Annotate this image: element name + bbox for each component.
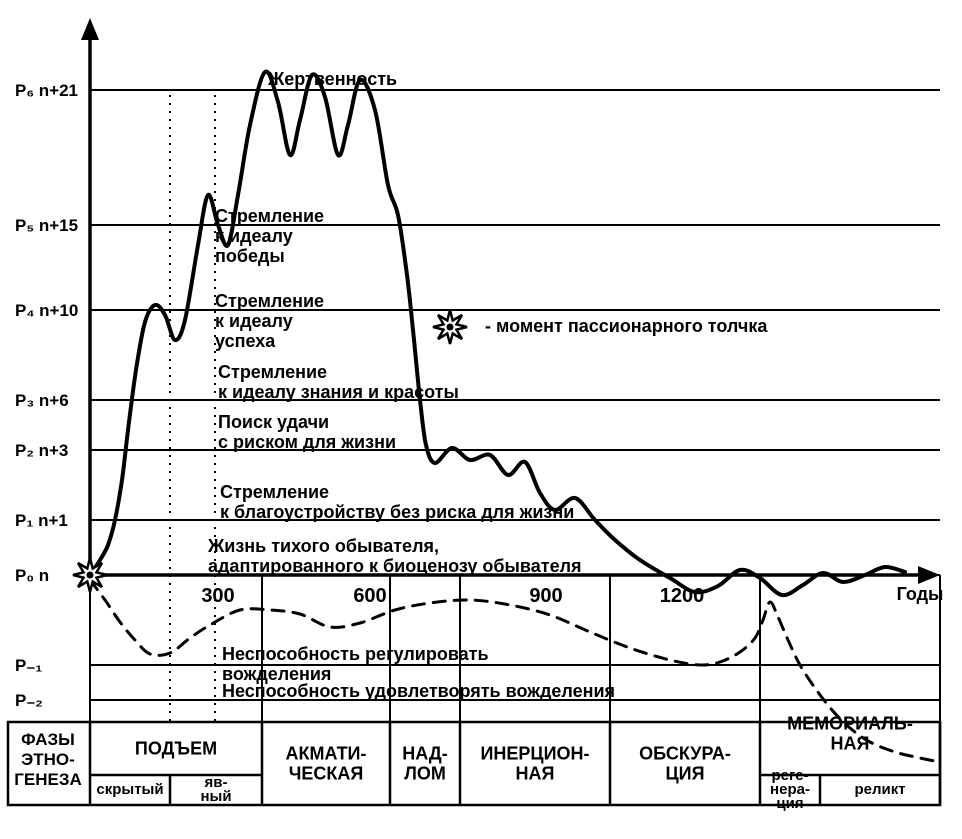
level-text-P5-2: победы <box>215 246 285 266</box>
origin-star-icon-dot <box>87 572 94 579</box>
level-text-P4-2: успеха <box>215 331 276 351</box>
svg-text:ция: ция <box>776 795 803 812</box>
x-tick-600: 600 <box>353 585 386 607</box>
svg-text:ГЕНЕЗА: ГЕНЕЗА <box>14 770 82 789</box>
svg-text:реликт: реликт <box>854 781 905 798</box>
x-tick-1200: 1200 <box>660 585 705 607</box>
x-tick-300: 300 <box>201 585 234 607</box>
svg-text:ОБСКУРА-: ОБСКУРА- <box>639 744 731 764</box>
legend-star-icon-dot <box>447 324 454 331</box>
level-text-P1-0: Стремление <box>220 482 329 502</box>
svg-text:НАЯ: НАЯ <box>516 764 555 784</box>
y-label-P3: P₃ n+6 <box>15 391 69 410</box>
y-label-P2: P₂ n+3 <box>15 441 68 460</box>
y-label-Pm1: P₋₁ <box>15 656 42 675</box>
x-tick-900: 900 <box>529 585 562 607</box>
svg-text:МЕМОРИАЛЬ-: МЕМОРИАЛЬ- <box>787 714 913 734</box>
level-text-P1-1: к благоустройству без риска для жизни <box>220 502 574 522</box>
svg-text:АКМАТИ-: АКМАТИ- <box>285 744 366 764</box>
y-label-P4: P₄ n+10 <box>15 301 78 320</box>
svg-text:ный: ный <box>200 788 231 805</box>
legend-star-label: - момент пассионарного толчка <box>485 316 768 336</box>
level-text-Pm1-0: Неспособность регулировать <box>222 644 489 664</box>
svg-text:ФАЗЫ: ФАЗЫ <box>21 730 75 749</box>
svg-text:ЛОМ: ЛОМ <box>404 764 446 784</box>
level-text-P3-0: Стремление <box>218 362 327 382</box>
svg-text:ЦИЯ: ЦИЯ <box>665 764 704 784</box>
level-text-P0-0: Жизнь тихого обывателя, <box>207 536 439 556</box>
level-text-P6-0: Жертвенность <box>267 69 397 89</box>
level-text-Pm2-0: Неспособность удовлетворять вожделения <box>222 681 615 701</box>
y-label-Pm2: P₋₂ <box>15 691 43 710</box>
level-text-P5-0: Стремление <box>215 206 324 226</box>
level-text-P4-1: к идеалу <box>215 311 293 331</box>
svg-text:ПОДЪЕМ: ПОДЪЕМ <box>135 739 217 759</box>
y-label-P5: P₅ n+15 <box>15 216 78 235</box>
svg-text:ЭТНО-: ЭТНО- <box>21 750 75 769</box>
y-label-P6: P₆ n+21 <box>15 81 78 100</box>
level-text-P2-1: с риском для жизни <box>218 432 396 452</box>
level-text-P2-0: Поиск удачи <box>218 412 329 432</box>
x-axis-label: Годы <box>897 584 944 604</box>
svg-text:скрытый: скрытый <box>96 781 163 798</box>
level-text-P0-1: адаптированного к биоценозу обывателя <box>208 556 582 576</box>
y-label-P1: P₁ n+1 <box>15 511 68 530</box>
svg-text:ЧЕСКАЯ: ЧЕСКАЯ <box>289 764 364 784</box>
svg-text:ИНЕРЦИОН-: ИНЕРЦИОН- <box>480 744 589 764</box>
y-label-P0: P₀ n <box>15 566 49 585</box>
level-text-P4-0: Стремление <box>215 291 324 311</box>
level-text-P5-1: к идеалу <box>215 226 293 246</box>
svg-text:НАД-: НАД- <box>402 744 447 764</box>
level-text-P3-1: к идеалу знания и красоты <box>218 382 459 402</box>
